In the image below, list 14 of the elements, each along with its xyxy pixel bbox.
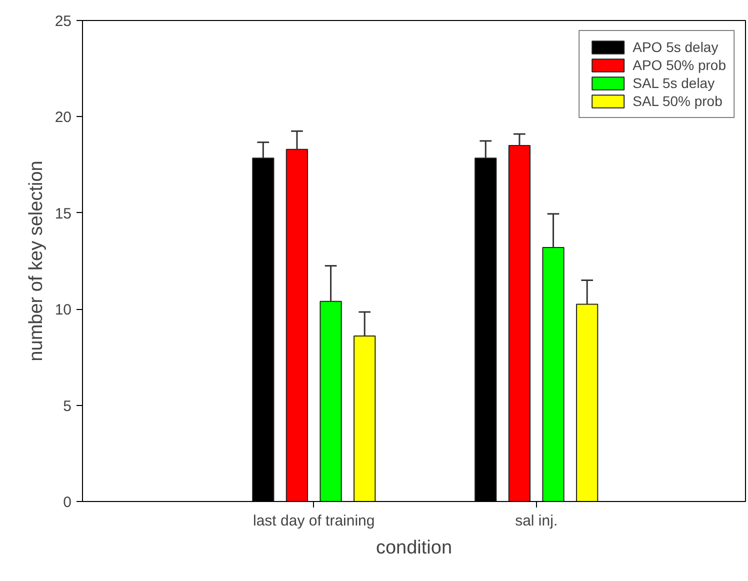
legend-label: SAL 50% prob [632,93,722,109]
y-tick-label: 20 [54,109,72,126]
legend-label: SAL 5s delay [632,75,715,91]
legend-label: APO 50% prob [632,57,726,73]
y-tick-label: 25 [54,13,72,30]
y-tick-label: 5 [63,398,72,415]
y-tick-label: 10 [54,302,72,319]
legend-label: APO 5s delay [632,39,718,55]
x-tick-label: sal inj. [515,512,558,530]
y-tick-label: 15 [54,205,72,222]
x-tick-label: last day of training [253,512,375,530]
y-axis-title: number of key selection [26,160,47,362]
y-tick-label: 0 [63,494,72,511]
x-axis-title: condition [376,538,452,558]
